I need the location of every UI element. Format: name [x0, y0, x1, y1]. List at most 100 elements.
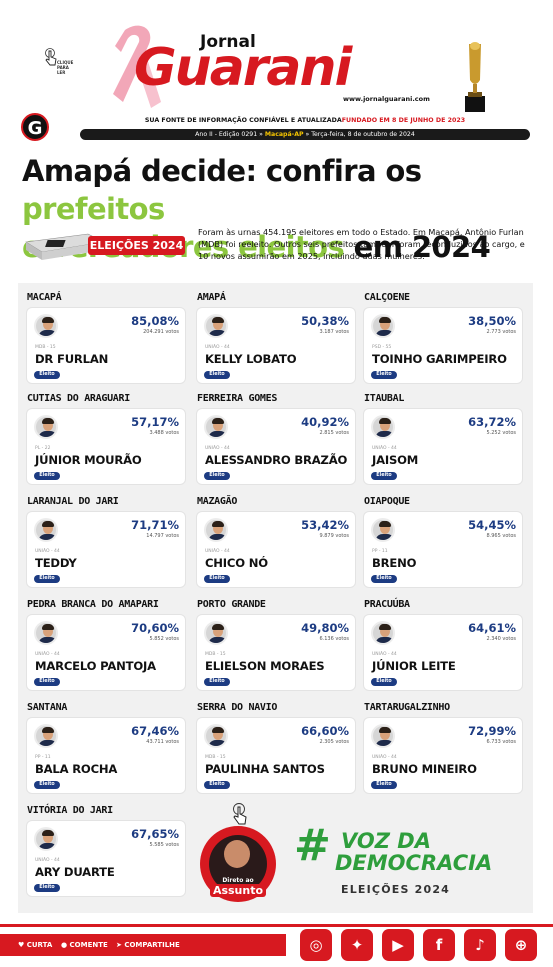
elected-badge: Eleito: [34, 575, 60, 583]
instagram-button[interactable]: ◎: [300, 929, 332, 961]
city-name: FERREIRA GOMES: [197, 393, 278, 404]
footer-divider: [0, 924, 553, 927]
result-card[interactable]: 57,17% 3.488 votos PL - 22 JÚNIOR MOURÃO Ele…: [26, 408, 186, 485]
result-card[interactable]: 71,71% 14.797 votos UNIÃO - 44 TEDDY Eleito: [26, 511, 186, 588]
logo-jornal: Jornal: [200, 32, 256, 52]
twitter-icon: ✦: [350, 936, 364, 954]
city-name: SERRA DO NAVIO: [197, 702, 278, 713]
candidate-photo: [204, 314, 228, 338]
candidate-name: MARCELO PANTOJA: [35, 659, 156, 673]
party-number: MDB - 15: [35, 345, 56, 350]
candidate-photo: [371, 518, 395, 542]
vote-count: 2.305 votos: [319, 739, 349, 745]
edition-date: » Terça-feira, 8 de outubro de 2024: [305, 131, 415, 138]
result-card[interactable]: 70,60% 5.852 votos UNIÃO - 44 MARCELO PANTO…: [26, 614, 186, 691]
city-name: TARTARUGALZINHO: [364, 702, 450, 713]
party-number: UNIÃO - 44: [35, 858, 60, 863]
candidate-photo: [204, 724, 228, 748]
tagline-text: SUA FONTE DE INFORMAÇÃO CONFIÁVEL E ATUA…: [144, 117, 342, 124]
facebook-button[interactable]: f: [423, 929, 455, 961]
pointing-hand-icon: [45, 48, 57, 66]
vote-count: 3.488 votos: [149, 430, 179, 436]
vote-percentage: 67,65%: [131, 827, 179, 841]
result-card[interactable]: 38,50% 2.773 votos PSD - 55 TOINHO GARIMPEI…: [363, 307, 523, 384]
click-to-read-button[interactable]: CLIQUE PARA LER: [38, 48, 74, 80]
city-name: CUTIAS DO ARAGUARI: [27, 393, 130, 404]
edition-number: Ano II - Edição 0291 »: [195, 131, 263, 138]
city-name: PRACUÚBA: [364, 599, 410, 610]
party-number: UNIÃO - 44: [205, 345, 230, 350]
heart-icon: ♥: [18, 941, 25, 949]
candidate-photo: [34, 827, 58, 851]
party-number: PL - 22: [35, 446, 51, 451]
candidate-name: BALA ROCHA: [35, 762, 118, 776]
elected-badge: Eleito: [204, 781, 230, 789]
result-card[interactable]: 67,65% 5.585 votos UNIÃO - 44 ARY DUARTE Ele…: [26, 820, 186, 897]
result-card[interactable]: 85,08% 204.291 votos MDB - 15 DR FURLAN Elei…: [26, 307, 186, 384]
party-number: UNIÃO - 44: [35, 652, 60, 657]
result-card[interactable]: 64,61% 2.340 votos UNIÃO - 44 JÚNIOR LEITE E…: [363, 614, 523, 691]
candidate-photo: [371, 314, 395, 338]
result-card[interactable]: 63,72% 5.252 votos UNIÃO - 44 JAISOM Eleito: [363, 408, 523, 485]
candidate-photo: [371, 724, 395, 748]
vote-count: 2.773 votos: [486, 329, 516, 335]
youtube-icon: ▶: [392, 936, 404, 954]
candidate-name: CHICO NÓ: [205, 556, 268, 570]
candidate-name: KELLY LOBATO: [205, 352, 297, 366]
elected-badge: Eleito: [371, 371, 397, 379]
party-number: UNIÃO - 44: [372, 755, 397, 760]
city-name: CALÇOENE: [364, 292, 410, 303]
website-button[interactable]: ⊕: [505, 929, 537, 961]
edition-bar: Ano II - Edição 0291 » Macapá-AP » Terça…: [80, 129, 530, 140]
result-card[interactable]: 50,38% 3.187 votos UNIÃO - 44 KELLY LOBATO E…: [196, 307, 356, 384]
youtube-button[interactable]: ▶: [382, 929, 414, 961]
elected-badge: Eleito: [34, 371, 60, 379]
city-name: MAZAGÃO: [197, 496, 238, 507]
candidate-name: JÚNIOR MOURÃO: [35, 453, 142, 467]
edition-city: Macapá-AP: [264, 131, 304, 138]
result-card[interactable]: 72,99% 6.733 votos UNIÃO - 44 BRUNO MINEIRO…: [363, 717, 523, 794]
vote-count: 9.879 votos: [319, 533, 349, 539]
candidate-name: ELIELSON MORAES: [205, 659, 325, 673]
guarani-g-badge: G: [21, 113, 49, 141]
candidate-name: BRUNO MINEIRO: [372, 762, 477, 776]
vote-count: 6.136 votos: [319, 636, 349, 642]
result-card[interactable]: 66,60% 2.305 votos MDB - 15 PAULINHA SANTOS…: [196, 717, 356, 794]
share-label: COMPARTILHE: [124, 941, 180, 949]
candidate-name: JAISOM: [372, 453, 419, 467]
twitter-button[interactable]: ✦: [341, 929, 373, 961]
result-card[interactable]: 40,92% 2.815 votos UNIÃO - 44 ALESSANDRO BR…: [196, 408, 356, 485]
elected-badge: Eleito: [204, 472, 230, 480]
candidate-photo: [34, 724, 58, 748]
result-card[interactable]: 67,46% 43.711 votos PP - 11 BALA ROCHA Eleit…: [26, 717, 186, 794]
voz-line2: DEMOCRACIA: [335, 851, 493, 875]
instagram-icon: ◎: [309, 936, 323, 954]
party-number: UNIÃO - 44: [372, 652, 397, 657]
like-button[interactable]: ♥ CURTA: [18, 941, 52, 949]
share-button[interactable]: ➤ COMPARTILHE: [116, 941, 180, 949]
elected-badge: Eleito: [371, 575, 397, 583]
candidate-photo: [34, 518, 58, 542]
city-name: MACAPÁ: [27, 292, 62, 303]
elected-badge: Eleito: [34, 781, 60, 789]
result-card[interactable]: 54,45% 8.965 votos PP - 11 BRENO Eleito: [363, 511, 523, 588]
party-number: UNIÃO - 44: [35, 549, 60, 554]
vote-percentage: 49,80%: [301, 621, 349, 635]
candidate-photo: [34, 314, 58, 338]
voz-line1: VOZ DA: [341, 829, 431, 853]
elected-badge: Eleito: [371, 678, 397, 686]
founded-text: FUNDADO EM 8 DE JUNHO DE 2023: [341, 117, 466, 124]
site-url[interactable]: www.jornalguarani.com: [343, 95, 430, 103]
candidate-name: TEDDY: [35, 556, 77, 570]
result-card[interactable]: 53,42% 9.879 votos UNIÃO - 44 CHICO NÓ Eleit…: [196, 511, 356, 588]
comment-button[interactable]: ● COMENTE: [61, 941, 108, 949]
vote-percentage: 40,92%: [301, 415, 349, 429]
tiktok-button[interactable]: ♪: [464, 929, 496, 961]
vote-count: 43.711 votos: [146, 739, 179, 745]
vote-count: 14.797 votos: [146, 533, 179, 539]
host-avatar: [224, 840, 250, 868]
comment-label: COMENTE: [69, 941, 108, 949]
vote-count: 3.187 votos: [319, 329, 349, 335]
vote-percentage: 72,99%: [468, 724, 516, 738]
result-card[interactable]: 49,80% 6.136 votos MDB - 15 ELIELSON MORAES…: [196, 614, 356, 691]
